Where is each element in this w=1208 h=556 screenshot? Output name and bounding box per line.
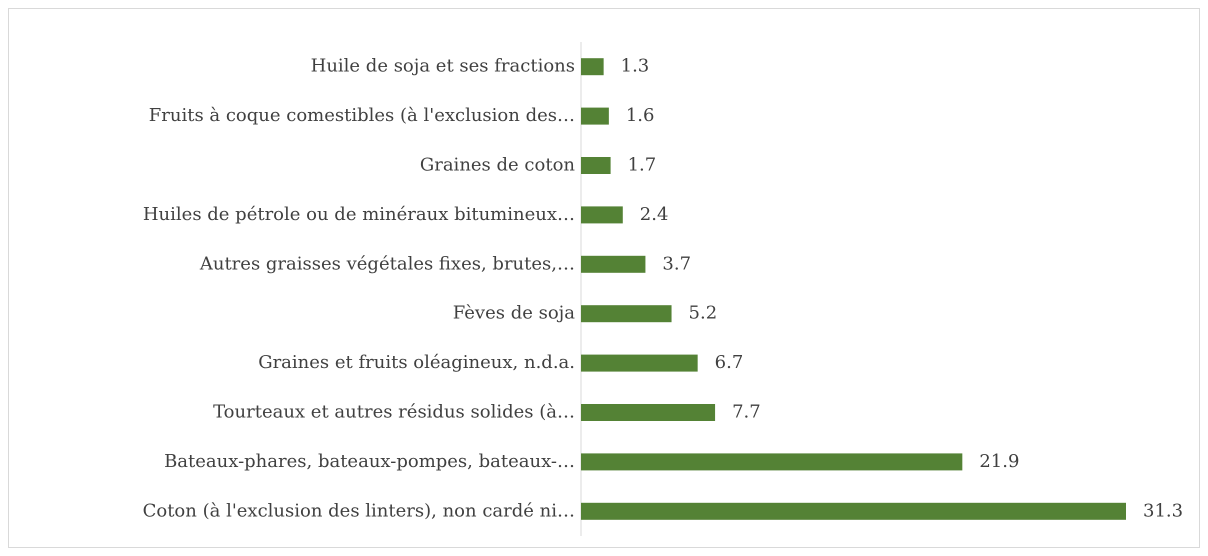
data-label: 21.9	[979, 451, 1019, 472]
bar	[581, 58, 604, 76]
bar	[581, 157, 611, 174]
data-label: 1.7	[628, 155, 657, 176]
data-label: 7.7	[732, 402, 761, 423]
category-label: Fruits à coque comestibles (à l'exclusio…	[149, 105, 575, 126]
category-label: Huiles de pétrole ou de minéraux bitumin…	[143, 204, 575, 225]
category-label: Autres graisses végétales fixes, brutes,…	[199, 253, 575, 274]
category-label: Huile de soja et ses fractions	[311, 56, 575, 77]
data-label: 5.2	[689, 303, 718, 324]
bar	[581, 502, 1126, 520]
data-label: 3.7	[662, 253, 691, 274]
data-label: 1.3	[621, 56, 650, 77]
category-label: Graines de coton	[420, 155, 576, 176]
data-label: 2.4	[640, 204, 669, 225]
data-label: 6.7	[715, 352, 744, 373]
bar	[581, 453, 963, 471]
category-label: Graines et fruits oléagineux, n.d.a.	[258, 352, 575, 373]
bar	[581, 107, 609, 125]
category-label: Bateaux-phares, bateaux-pompes, bateaux-…	[164, 451, 575, 472]
data-label: 31.3	[1143, 500, 1183, 521]
category-label: Fèves de soja	[453, 303, 575, 324]
bar	[581, 255, 646, 273]
category-label: Tourteaux et autres résidus solides (à…	[213, 402, 575, 423]
bar	[581, 354, 698, 372]
category-label: Coton (à l'exclusion des linters), non c…	[143, 500, 575, 521]
data-label: 1.6	[626, 105, 655, 126]
bar	[581, 305, 672, 323]
bar	[581, 404, 716, 421]
bar	[581, 206, 623, 224]
